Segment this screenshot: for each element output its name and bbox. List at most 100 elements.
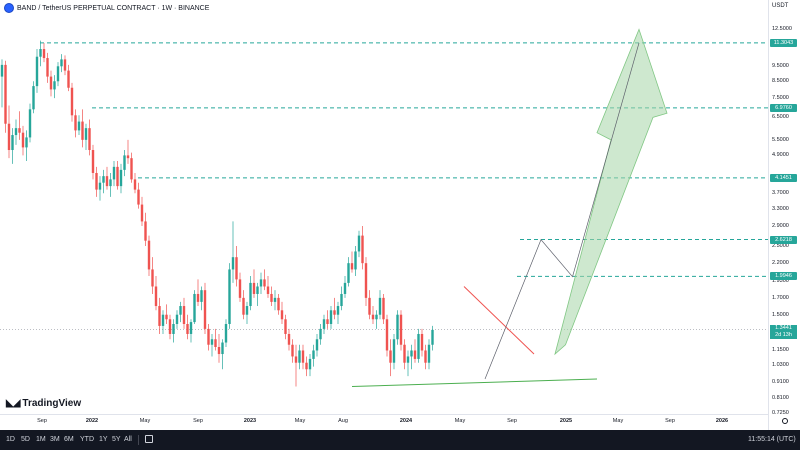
- time-tick-label: 2025: [559, 418, 573, 424]
- price-tick-label: 0.7250: [772, 409, 789, 416]
- bottom-toolbar: 1D 5D 1M 3M 6M YTD 1Y 5Y All 11:55:14 (UTC): [0, 430, 800, 450]
- candle-body: [84, 128, 88, 140]
- candle-body: [221, 342, 224, 355]
- candle-body: [49, 76, 53, 90]
- candle-body: [396, 314, 399, 340]
- candle-body: [81, 121, 84, 140]
- candle-body: [126, 155, 130, 159]
- calendar-icon[interactable]: [145, 435, 153, 443]
- candle-body: [256, 286, 259, 294]
- chart-area[interactable]: [0, 0, 768, 414]
- candle-body: [42, 49, 46, 59]
- candle-body: [102, 176, 105, 183]
- price-tick-label: 0.8100: [772, 394, 789, 401]
- timeframe-button[interactable]: 6M: [64, 436, 74, 443]
- price-tick-label: 1.1500: [772, 347, 789, 354]
- candle-body: [371, 314, 375, 320]
- time-tick-label: May: [294, 418, 306, 424]
- timeframe-button[interactable]: YTD: [80, 436, 94, 443]
- candle-body: [207, 328, 210, 345]
- symbol-title-text: BAND / TetherUS PERPETUAL CONTRACT · 1W …: [17, 4, 210, 12]
- candle-body: [193, 293, 196, 323]
- timeframe-button[interactable]: 1Y: [99, 436, 108, 443]
- candle-body: [119, 169, 123, 187]
- time-tick-label: May: [454, 418, 466, 424]
- timeframe-button[interactable]: 3M: [50, 436, 60, 443]
- candle-body: [277, 297, 280, 311]
- timeframe-button[interactable]: 1M: [36, 436, 46, 443]
- candle-body: [39, 49, 42, 57]
- time-axis[interactable]: [0, 414, 768, 431]
- candle-body: [403, 344, 406, 363]
- time-tick-label: Aug: [338, 418, 348, 424]
- candle-body: [266, 286, 270, 294]
- candle-body: [151, 269, 154, 287]
- candle-body: [77, 121, 81, 131]
- candle-body: [133, 179, 137, 190]
- candle-body: [53, 81, 56, 90]
- candle-body: [319, 328, 322, 340]
- price-tick-label: 12.5000: [772, 26, 792, 33]
- price-axis[interactable]: [768, 0, 800, 430]
- time-tick-label: Sep: [665, 418, 675, 424]
- time-tick-label: 2023: [243, 418, 257, 424]
- candle-body: [28, 109, 32, 138]
- level-price-tag: 11.3043: [770, 38, 797, 47]
- candle-body: [182, 306, 186, 324]
- candle-body: [147, 240, 151, 270]
- price-tick-label: 2.9000: [772, 222, 789, 229]
- candle-body: [413, 350, 417, 359]
- candle-body: [98, 182, 102, 190]
- candle-body: [25, 137, 28, 148]
- timeframe-button[interactable]: 5D: [21, 436, 30, 443]
- candle-body: [385, 319, 389, 351]
- candle-body: [91, 150, 95, 173]
- price-tick-label: 3.3000: [772, 205, 789, 212]
- candle-body: [109, 179, 112, 187]
- candle-body: [74, 115, 77, 131]
- time-tick-label: Sep: [37, 418, 47, 424]
- price-tick-label: 6.5000: [772, 114, 789, 121]
- candle-body: [361, 235, 364, 264]
- price-tick-label: 1.5000: [772, 311, 789, 318]
- candle-body: [368, 297, 371, 315]
- candle-body: [35, 56, 39, 87]
- candle-body: [172, 323, 175, 334]
- candle-body: [252, 282, 256, 294]
- candle-body: [406, 356, 410, 363]
- candle-body: [315, 339, 319, 351]
- candle-body: [165, 314, 168, 320]
- candle-body: [308, 358, 312, 370]
- tradingview-logo: ◣◢ TradingView: [6, 398, 81, 409]
- candle-body: [123, 155, 126, 170]
- timeframe-button[interactable]: 1D: [6, 436, 15, 443]
- candle-body: [347, 263, 350, 283]
- price-tick-label: 2.2000: [772, 260, 789, 267]
- candle-body: [63, 59, 67, 71]
- candle-body: [105, 176, 109, 187]
- candle-body: [140, 204, 144, 222]
- candle-body: [175, 314, 179, 324]
- symbol-title[interactable]: BAND / TetherUS PERPETUAL CONTRACT · 1W …: [4, 3, 209, 13]
- candle-body: [67, 70, 70, 88]
- support-trendline: [351, 378, 598, 387]
- candle-body: [424, 350, 427, 363]
- clock-readout[interactable]: 11:55:14 (UTC): [748, 436, 796, 443]
- candle-body: [273, 297, 277, 302]
- candle-body: [238, 279, 242, 298]
- candle-body: [217, 347, 221, 355]
- candle-body: [375, 314, 378, 320]
- candle-body: [378, 297, 382, 315]
- candle-body: [11, 135, 14, 151]
- timeframe-button[interactable]: All: [124, 436, 132, 443]
- currency-label[interactable]: USDT: [772, 3, 789, 9]
- candle-body: [161, 314, 165, 326]
- candle-body: [214, 339, 217, 348]
- candle-body: [410, 350, 413, 357]
- candle-body: [186, 323, 189, 334]
- candle-body: [249, 282, 252, 307]
- price-chart[interactable]: [0, 0, 768, 414]
- gear-icon[interactable]: [782, 418, 788, 424]
- timeframe-button[interactable]: 5Y: [112, 436, 121, 443]
- level-price-tag: 6.9760: [770, 103, 797, 112]
